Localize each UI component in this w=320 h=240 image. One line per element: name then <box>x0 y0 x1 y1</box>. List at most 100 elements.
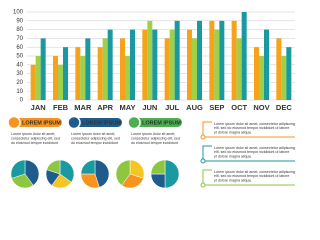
x-tick-label: JUN <box>142 103 157 112</box>
note-text: et dolore magna aliqua. <box>214 130 252 134</box>
bar <box>276 38 282 100</box>
y-tick-label: 20 <box>16 80 23 86</box>
pie-slice <box>11 173 34 189</box>
bracket-dot <box>200 158 206 164</box>
x-tick-label: OCT <box>231 103 247 112</box>
bar <box>192 38 197 100</box>
bar <box>231 20 237 100</box>
y-tick-label: 0 <box>20 98 24 104</box>
pie-slice <box>46 159 61 175</box>
y-tick-label: 60 <box>16 45 23 51</box>
x-tick-label: APR <box>97 103 113 112</box>
note-text: Lorem ipsum dolor sit amet, consectetur … <box>214 146 295 150</box>
infographic: 0 10 20 30 40 50 60 70 80 90 100 JAN FEB MAR APR MAY JUN… <box>7 10 295 189</box>
bar <box>254 47 259 100</box>
bar <box>125 56 130 100</box>
panel-text: do eiusmod tempor incididunt <box>131 141 178 145</box>
bar <box>264 29 269 101</box>
bar <box>281 56 287 100</box>
bar <box>80 56 86 100</box>
bar <box>30 64 36 100</box>
bar <box>107 29 113 101</box>
pie-slice <box>129 159 145 179</box>
pie-slice <box>164 159 180 189</box>
bar <box>142 29 148 101</box>
note-text: elit, sed do eiusmod tempor incididunt u… <box>214 126 289 130</box>
bar <box>236 38 242 100</box>
note-text: Lorem ipsum dolor sit amet, consectetur … <box>214 122 295 126</box>
bar <box>97 47 103 100</box>
y-tick-label: 50 <box>16 54 23 60</box>
pie-slice <box>80 173 100 189</box>
bar <box>164 38 170 100</box>
pie-slice <box>121 173 144 189</box>
page: 0 10 20 30 40 50 60 70 80 90 100 JAN FEB MAR APR MAY JUN… <box>7 9 295 189</box>
x-tick-label: MAY <box>120 103 136 112</box>
panel-title: LOREM IPSUM <box>82 120 121 126</box>
note-text: et dolore magna aliqua. <box>214 178 252 182</box>
panel-pill <box>72 118 122 127</box>
x-tick-label: JUL <box>165 103 180 112</box>
bar <box>102 38 108 100</box>
note-text: elit, sed do eiusmod tempor incididunt u… <box>214 174 289 178</box>
bar <box>63 47 68 100</box>
bar <box>40 38 46 100</box>
bar <box>174 20 180 100</box>
bar <box>35 56 41 100</box>
panel-text: do eiusmod tempor incididunt <box>11 141 58 145</box>
panel-text: do eiusmod tempor incididunt <box>71 141 118 145</box>
pie-slice <box>150 173 166 189</box>
x-tick-label: JAN <box>31 103 46 112</box>
bar <box>286 47 292 100</box>
panel-dot <box>67 115 81 130</box>
y-tick-label: 80 <box>16 27 23 33</box>
y-tick-label: 30 <box>16 71 23 77</box>
bar <box>75 47 81 100</box>
bar <box>85 38 91 100</box>
bar <box>130 29 135 101</box>
y-tick-label: 70 <box>16 36 23 42</box>
bar <box>219 20 225 100</box>
pie-slice <box>115 159 131 186</box>
x-tick-label: FEB <box>53 103 69 112</box>
bracket-dot <box>200 182 206 188</box>
panel-text: Lorem ipsum dolor sit amet, <box>11 132 55 136</box>
bar <box>197 20 202 100</box>
bar <box>187 29 192 101</box>
bar <box>152 29 158 101</box>
bracket <box>202 169 295 186</box>
panel-title: LOREM IPSUM <box>22 120 61 126</box>
bracket <box>202 121 295 138</box>
panel-text: consectetur adipiscing elit, sed <box>11 136 60 140</box>
pie-slice <box>59 159 75 183</box>
note-text: elit, sed do eiusmod tempor incididunt u… <box>214 150 289 154</box>
x-tick-label: DEC <box>276 103 292 112</box>
x-tick-label: AUG <box>186 103 203 112</box>
panel-text: consectetur adipiscing elit, sed <box>131 136 180 140</box>
panel-text: Lorem ipsum dolor sit amet, <box>71 132 115 136</box>
bar <box>214 29 220 101</box>
bar <box>209 20 215 100</box>
pie-slice <box>94 159 110 188</box>
x-tick-label: NOV <box>253 103 269 112</box>
pie-slice <box>24 159 40 186</box>
bar <box>241 12 247 100</box>
panel-dot <box>127 115 141 130</box>
bar <box>259 56 264 100</box>
y-tick-label: 40 <box>16 62 23 68</box>
bar <box>53 56 58 100</box>
panel-title: LOREM IPSUM <box>142 120 181 126</box>
bracket-dot <box>200 134 206 140</box>
bar <box>58 64 63 100</box>
y-tick-label: 90 <box>16 18 23 24</box>
pie-slice <box>10 159 26 179</box>
x-tick-label: SEP <box>209 103 224 112</box>
note-text: Lorem ipsum dolor sit amet, consectetur … <box>214 170 295 174</box>
note-text: et dolore magna aliqua. <box>214 154 252 158</box>
pie-slice <box>80 159 96 175</box>
x-tick-label: MAR <box>74 103 92 112</box>
panel-pill <box>12 118 62 127</box>
panel-text: consectetur adipiscing elit, sed <box>71 136 120 140</box>
pie-slice <box>150 159 166 175</box>
y-tick-label: 100 <box>13 10 24 16</box>
